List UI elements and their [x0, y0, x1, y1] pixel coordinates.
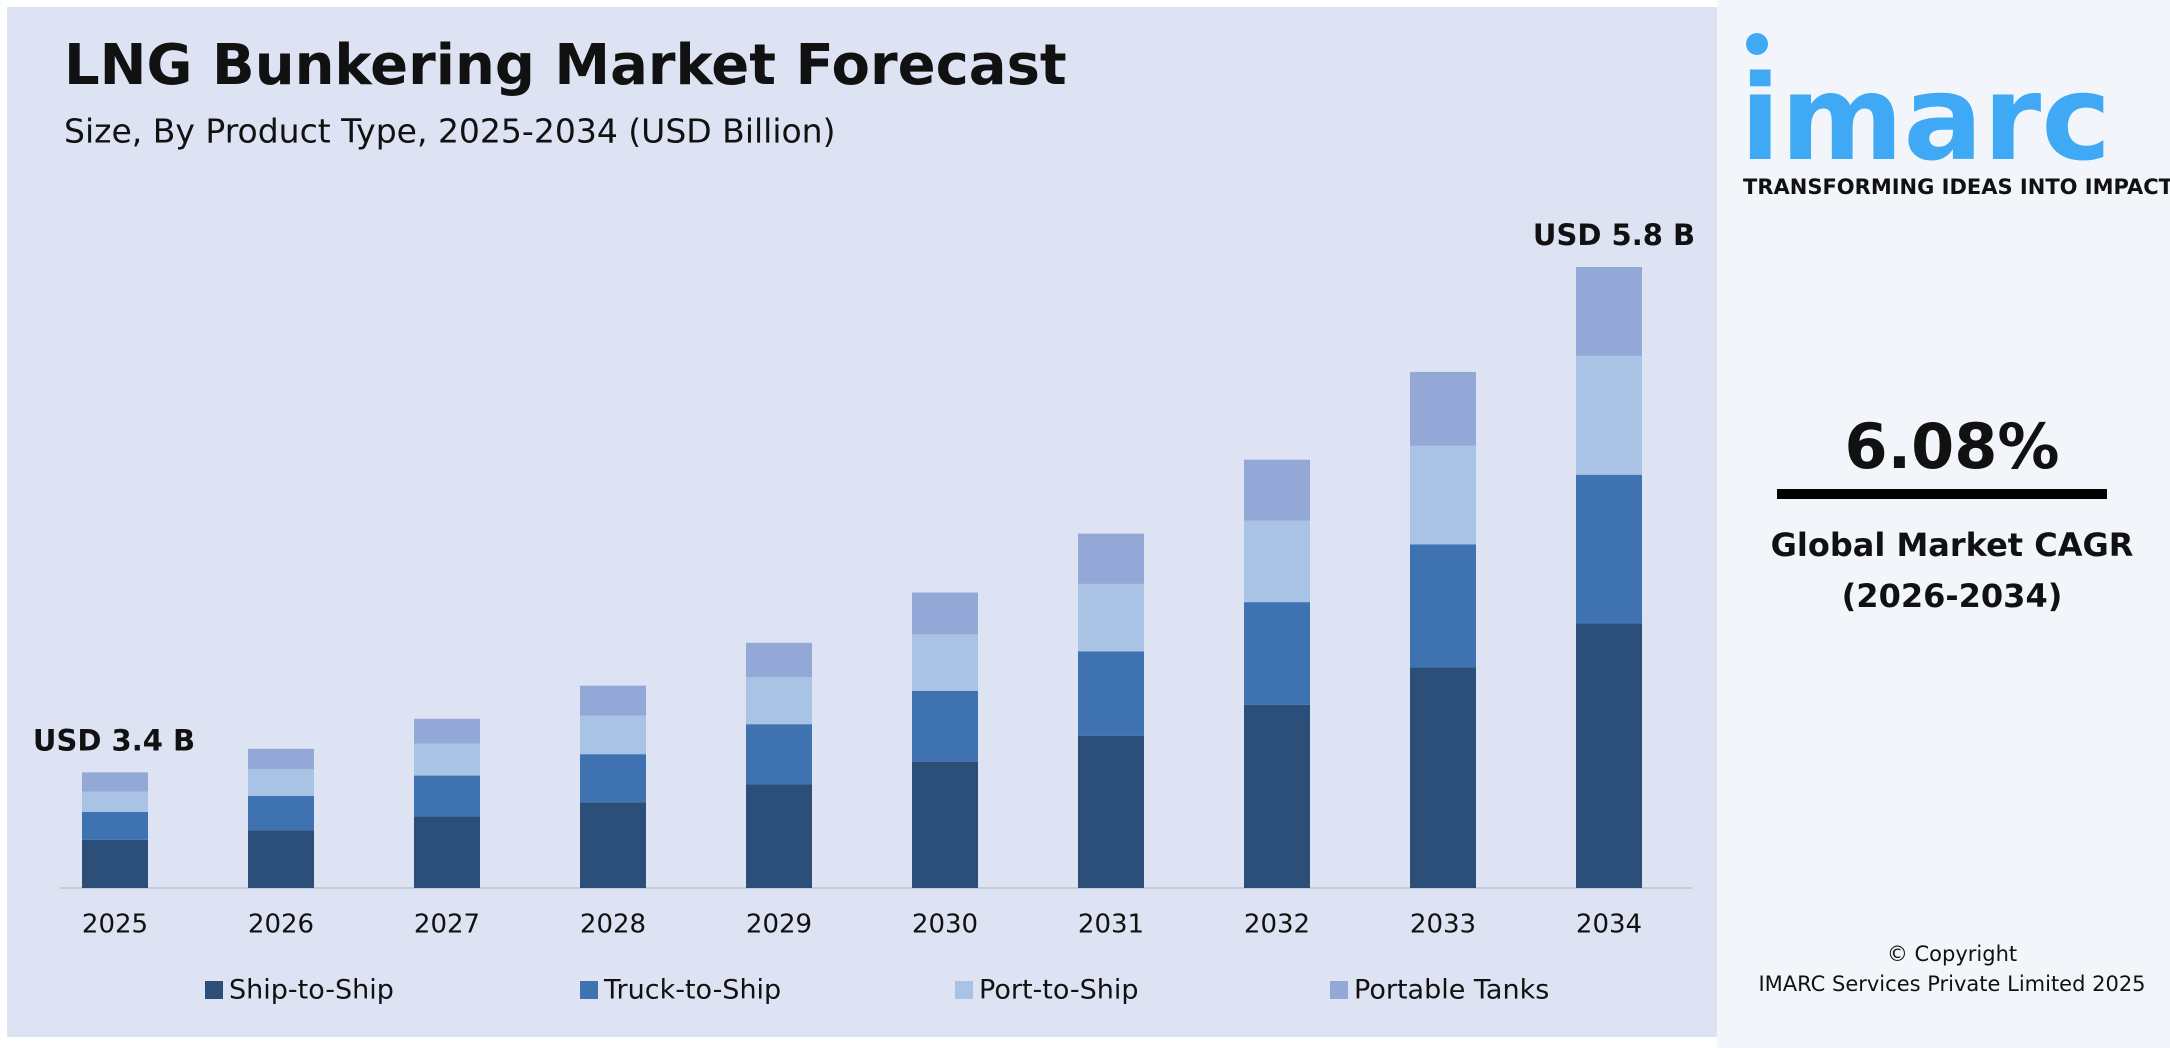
bar-segment — [1576, 267, 1642, 356]
bar-segment — [1576, 355, 1642, 475]
bar-segment — [414, 816, 480, 888]
bar-segment — [1244, 602, 1310, 705]
bar-segment — [912, 690, 978, 762]
bar-segment — [248, 830, 314, 888]
bar-segment — [1078, 651, 1144, 736]
bar-segment — [82, 839, 148, 888]
total-label: USD 3.4 B — [33, 723, 195, 757]
bar-segment — [1244, 704, 1310, 888]
x-tick-label: 2026 — [248, 910, 314, 940]
bar-segment — [1078, 533, 1144, 584]
bar-segment — [746, 642, 812, 678]
x-tick-label: 2033 — [1410, 910, 1476, 940]
bar-segment — [1410, 371, 1476, 446]
brand-logo: imarc — [1740, 49, 2111, 187]
bar-segment — [912, 634, 978, 691]
bar-segment — [248, 769, 314, 796]
bar-segment — [1576, 474, 1642, 624]
cagr-divider — [1777, 489, 2107, 499]
legend-swatch — [955, 981, 973, 999]
legend-label: Port-to-Ship — [979, 975, 1139, 1006]
bar-segment — [746, 724, 812, 785]
chart-subtitle: Size, By Product Type, 2025-2034 (USD Bi… — [64, 112, 835, 151]
bar-segment — [580, 754, 646, 803]
x-tick-label: 2028 — [580, 910, 646, 940]
cagr-period: (2026-2034) — [1842, 577, 2063, 615]
bar-segment — [912, 592, 978, 635]
x-tick-label: 2029 — [746, 910, 812, 940]
legend-swatch — [205, 981, 223, 999]
bar-segment — [746, 784, 812, 888]
bar-segment — [414, 743, 480, 776]
bar-segment — [1244, 520, 1310, 603]
bar-segment — [414, 775, 480, 817]
bar-segment — [1410, 544, 1476, 668]
x-tick-label: 2025 — [82, 910, 148, 940]
x-tick-label: 2034 — [1576, 910, 1642, 940]
bar-segment — [912, 761, 978, 888]
x-tick-label: 2030 — [912, 910, 978, 940]
legend-label: Truck-to-Ship — [603, 975, 781, 1006]
bar-segment — [1576, 623, 1642, 888]
bar-segment — [746, 677, 812, 725]
x-tick-label: 2031 — [1078, 910, 1144, 940]
logo-dot — [1746, 33, 1768, 55]
tagline: TRANSFORMING IDEAS INTO IMPACT — [1743, 175, 2170, 199]
bar-segment — [1078, 583, 1144, 652]
chart-title: LNG Bunkering Market Forecast — [64, 33, 1067, 98]
bar-segment — [580, 802, 646, 888]
legend-swatch — [1330, 981, 1348, 999]
bar-segment — [414, 718, 480, 744]
bar-segment — [1078, 735, 1144, 888]
bar-segment — [1410, 445, 1476, 545]
cagr-label: Global Market CAGR — [1771, 526, 2134, 564]
total-label: USD 5.8 B — [1533, 218, 1695, 252]
company: IMARC Services Private Limited 2025 — [1758, 972, 2145, 996]
legend-label: Ship-to-Ship — [229, 975, 394, 1006]
sidebar-background — [1717, 0, 2170, 1048]
cagr-value: 6.08% — [1844, 410, 2059, 483]
bar-segment — [580, 685, 646, 716]
bar-segment — [248, 748, 314, 770]
bar-segment — [248, 795, 314, 831]
bar-segment — [82, 811, 148, 840]
bar-segment — [1244, 459, 1310, 521]
bar-segment — [82, 772, 148, 792]
bar-segment — [580, 715, 646, 755]
legend-label: Portable Tanks — [1354, 975, 1549, 1006]
bar-segment — [82, 791, 148, 812]
bar-segment — [1410, 667, 1476, 888]
x-tick-label: 2027 — [414, 910, 480, 940]
copyright: © Copyright — [1887, 942, 2017, 966]
legend-swatch — [580, 981, 598, 999]
x-tick-label: 2032 — [1244, 910, 1310, 940]
